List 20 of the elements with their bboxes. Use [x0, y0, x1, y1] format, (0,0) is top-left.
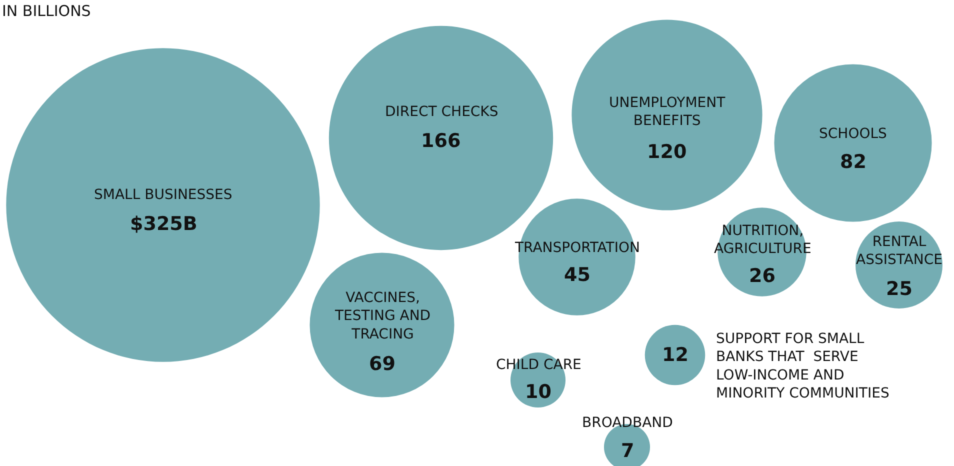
category-label: VACCINES, TESTING AND TRACING — [334, 290, 431, 342]
data-label: 82 — [840, 151, 866, 173]
data-label: 166 — [421, 130, 461, 152]
category-label: RENTAL ASSISTANCE — [856, 234, 943, 268]
category-label: SMALL BUSINESSES — [94, 187, 232, 203]
data-label: 25 — [886, 278, 912, 300]
data-label: 45 — [564, 264, 590, 286]
data-label: 7 — [621, 440, 634, 462]
category-label: SUPPORT FOR SMALL BANKS THAT SERVE LOW-INCOME AND MINORITY COMMUNITIES — [716, 331, 890, 402]
category-label: DIRECT CHECKS — [385, 104, 498, 120]
data-label: $325B — [130, 213, 198, 235]
text: IN BILLIONS — [2, 2, 91, 20]
data-label: 120 — [647, 141, 687, 163]
data-label: 10 — [525, 381, 552, 403]
category-label: UNEMPLOYMENT BENEFITS — [609, 95, 726, 130]
data-label: 69 — [369, 353, 396, 375]
category-label: SCHOOLS — [819, 126, 888, 142]
data-label: 26 — [749, 265, 776, 287]
category-label: BROADBAND — [582, 415, 673, 431]
data-label: 12 — [662, 344, 688, 366]
